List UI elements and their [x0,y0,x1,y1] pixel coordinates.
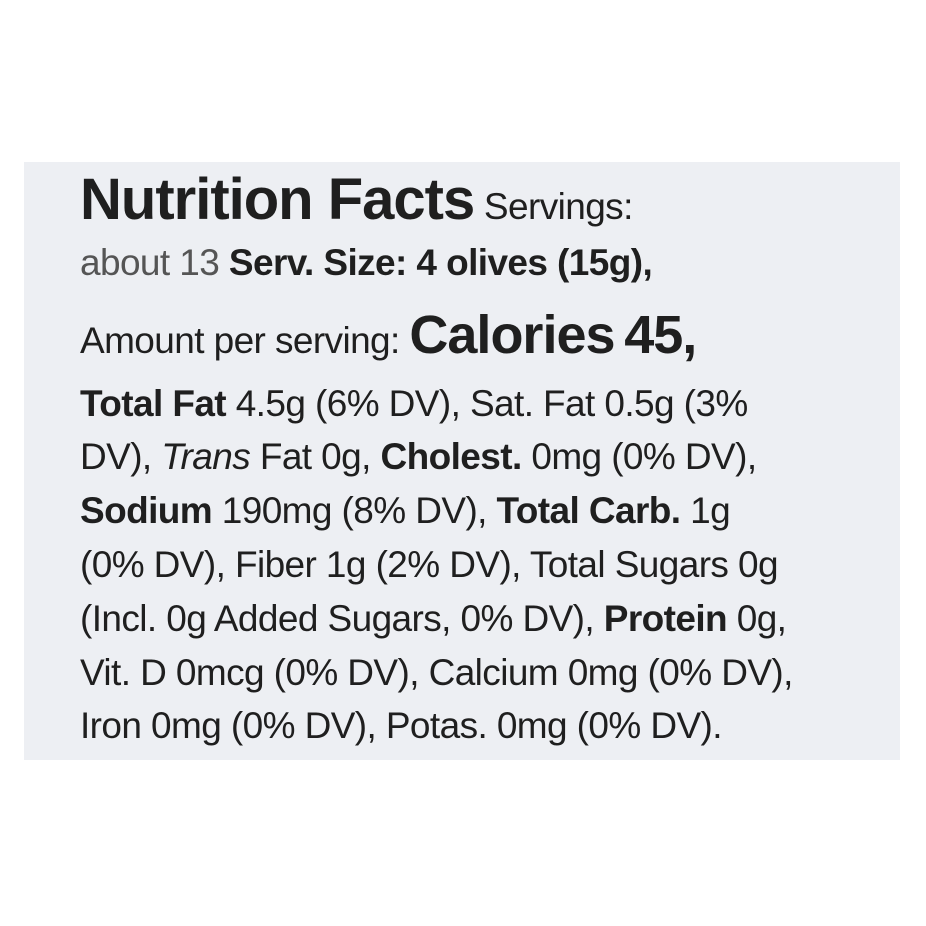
nutrition-label-panel [24,162,900,760]
sodium-label: Sodium [80,490,213,531]
iron-potassium-line: Iron 0mg (0% DV), Potas. 0mg (0% DV). [80,705,723,747]
nutrition-facts-title: Nutrition Facts [80,167,475,232]
serving-line: about 13 Serv. Size: 4 olives (15g), [80,242,653,284]
servings-label: Servings: [483,186,633,227]
calories-value: 45, [624,305,697,365]
fat-line: Total Fat 4.5g (6% DV), Sat. Fat 0.5g (3… [80,383,748,425]
total-carb-label: Total Carb. [496,490,682,531]
vitd-calcium-line: Vit. D 0mcg (0% DV), Calcium 0mg (0% DV)… [80,652,793,694]
calories-label: Calories [409,305,615,365]
trans-fat-value: Fat 0g, [259,436,372,477]
cholest-label: Cholest. [380,436,523,477]
calories-line: Amount per serving: Calories 45, [80,304,697,366]
protein-label: Protein [603,598,728,639]
sodium-carb-line: Sodium 190mg (8% DV), Total Carb. 1g [80,490,731,532]
title-line: Nutrition Facts Servings: [80,166,633,233]
servings-value: about 13 [80,242,220,283]
amount-per-serving-label: Amount per serving: [80,320,400,361]
trans-label: Trans [161,436,251,477]
dv-continuation: DV), [80,436,152,477]
fiber-sugars-text: (0% DV), Fiber 1g (2% DV), Total Sugars … [80,544,779,585]
added-sugars-text: (Incl. 0g Added Sugars, 0% DV), [80,598,595,639]
total-carb-value: 1g [690,490,731,531]
serving-size-value: 4 olives (15g), [416,242,653,283]
trans-cholest-line: DV), Trans Fat 0g, Cholest. 0mg (0% DV), [80,436,757,478]
serving-size-label: Serv. Size: [228,242,407,283]
total-fat-label: Total Fat [80,383,227,424]
vitd-calcium-text: Vit. D 0mcg (0% DV), Calcium 0mg (0% DV)… [80,652,793,693]
total-fat-value: 4.5g (6% DV), Sat. Fat 0.5g (3% [235,383,749,424]
cholest-value: 0mg (0% DV), [531,436,757,477]
added-sugars-protein-line: (Incl. 0g Added Sugars, 0% DV), Protein … [80,598,787,640]
iron-potassium-text: Iron 0mg (0% DV), Potas. 0mg (0% DV). [80,705,723,746]
sodium-value: 190mg (8% DV), [221,490,488,531]
fiber-sugars-line: (0% DV), Fiber 1g (2% DV), Total Sugars … [80,544,779,586]
protein-value: 0g, [736,598,787,639]
